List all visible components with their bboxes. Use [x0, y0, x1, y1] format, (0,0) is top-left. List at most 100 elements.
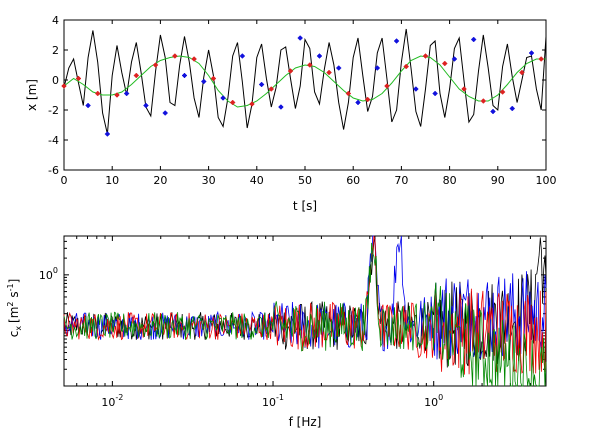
samples-red-point: [364, 96, 371, 103]
samples-red-point: [538, 56, 545, 62]
samples-blue-point: [355, 99, 361, 106]
ytick-label: 0: [52, 74, 59, 87]
xtick-label-base: 10: [101, 396, 115, 409]
ytick-label: -4: [48, 134, 59, 147]
ytick-label: -6: [48, 164, 59, 177]
xtick-label-exp: 0: [438, 393, 443, 402]
xtick-label: 40: [250, 174, 264, 187]
spectrum-ylabel-units: [m: [7, 307, 21, 323]
xtick-label-base: 10: [424, 396, 438, 409]
xtick-label: 10: [105, 174, 119, 187]
spectrum-ylabel-sub: x: [14, 326, 23, 331]
samples-blue-point: [470, 36, 477, 43]
samples-blue-point: [85, 102, 91, 109]
samples-red-point: [133, 72, 140, 79]
samples-blue-point: [297, 35, 304, 41]
samples-red-point: [480, 98, 487, 104]
xtick-label: 10-1: [262, 393, 284, 409]
samples-red-point: [287, 68, 294, 74]
samples-blue-point: [104, 131, 111, 137]
samples-red-point: [94, 90, 101, 97]
spectrum-ylabel: cx [m2 s-1]: [6, 279, 23, 338]
samples-blue-point: [239, 53, 246, 59]
samples-blue-point: [393, 38, 400, 44]
samples-red-point: [268, 86, 275, 92]
samples-blue-point: [200, 78, 207, 85]
samples-red-point: [229, 99, 236, 106]
time-series-ylabel: x [m]: [25, 79, 39, 111]
spectrum-ylabel-close: ]: [7, 279, 21, 284]
xtick-label: 0: [61, 174, 68, 187]
samples-red-point: [499, 89, 506, 95]
xtick-label-exp: -1: [276, 393, 284, 402]
samples-blue-point: [413, 86, 419, 92]
xtick-label: 100: [424, 393, 443, 409]
signal-line: [63, 28, 547, 135]
samples-red-point: [345, 90, 352, 97]
samples-blue-point: [278, 104, 284, 110]
samples-red-point: [191, 56, 197, 62]
samples-blue-point: [123, 90, 130, 97]
samples-red-point: [114, 92, 120, 98]
samples-blue-point: [374, 65, 381, 71]
samples-red-point: [441, 60, 448, 67]
time-series-markers: [61, 35, 545, 137]
samples-red-point: [61, 83, 67, 89]
spectrum-ylabel-units2: s: [7, 291, 21, 301]
xtick-label: 60: [346, 174, 360, 187]
samples-red-point: [249, 101, 255, 107]
samples-blue-point: [451, 56, 458, 62]
ytick-label-exp: 0: [53, 266, 58, 275]
samples-blue-point: [181, 72, 188, 79]
samples-blue-point: [432, 90, 438, 97]
samples-blue-point: [162, 110, 169, 116]
xtick-label: 70: [394, 174, 408, 187]
samples-blue-point: [220, 95, 226, 101]
samples-blue-point: [509, 105, 516, 112]
samples-blue-point: [316, 53, 323, 59]
xtick-label: 90: [491, 174, 505, 187]
samples-red-point: [75, 75, 82, 82]
samples-blue-point: [143, 102, 149, 109]
spectrum-ylabel-sup1: 2: [6, 301, 15, 306]
spectrum-3-line: [63, 235, 547, 375]
ytick-label-base: 10: [39, 269, 53, 282]
samples-red-point: [210, 75, 217, 82]
xtick-label: 100: [536, 174, 557, 187]
samples-red-point: [326, 69, 332, 76]
samples-red-point: [519, 69, 525, 76]
xtick-label: 10-2: [101, 393, 123, 409]
spectrum-lines: [63, 235, 547, 387]
time-series-xlabel: t [s]: [293, 199, 317, 213]
samples-red-point: [152, 62, 159, 68]
xtick-label-exp: -2: [115, 393, 123, 402]
samples-red-point: [306, 62, 313, 68]
xtick-label: 80: [443, 174, 457, 187]
spectrum-xlabel: f [Hz]: [289, 415, 322, 429]
time-series-ticks: 0 10 20 30 40 50 60 70 80 90 100 -6 -4 -2 0 2 4: [48, 14, 556, 187]
ytick-label: 100: [39, 266, 58, 282]
samples-blue-point: [258, 81, 265, 88]
samples-blue-point: [528, 50, 535, 56]
samples-blue-point: [490, 108, 496, 115]
ytick-label: 2: [52, 44, 59, 57]
samples-red-point: [384, 83, 390, 89]
xtick-label-base: 10: [262, 396, 276, 409]
time-series-panel: 0 10 20 30 40 50 60 70 80 90 100 -6 -4 -2 0 2 4 t [s] x …: [25, 14, 557, 213]
spectrum-ylabel-sup2: -1: [6, 283, 15, 291]
spectrum-ylabel-symbol: c: [7, 331, 21, 338]
xtick-label: 30: [202, 174, 216, 187]
ytick-label: 4: [52, 14, 59, 27]
samples-red-point: [403, 63, 410, 70]
spectrum-4-line: [63, 242, 547, 387]
xtick-label: 20: [153, 174, 167, 187]
samples-red-point: [422, 53, 429, 59]
xtick-label: 50: [298, 174, 312, 187]
samples-red-point: [172, 53, 178, 59]
time-series-lines: [63, 28, 547, 135]
ytick-label: -2: [48, 104, 59, 117]
samples-red-point: [461, 86, 467, 92]
